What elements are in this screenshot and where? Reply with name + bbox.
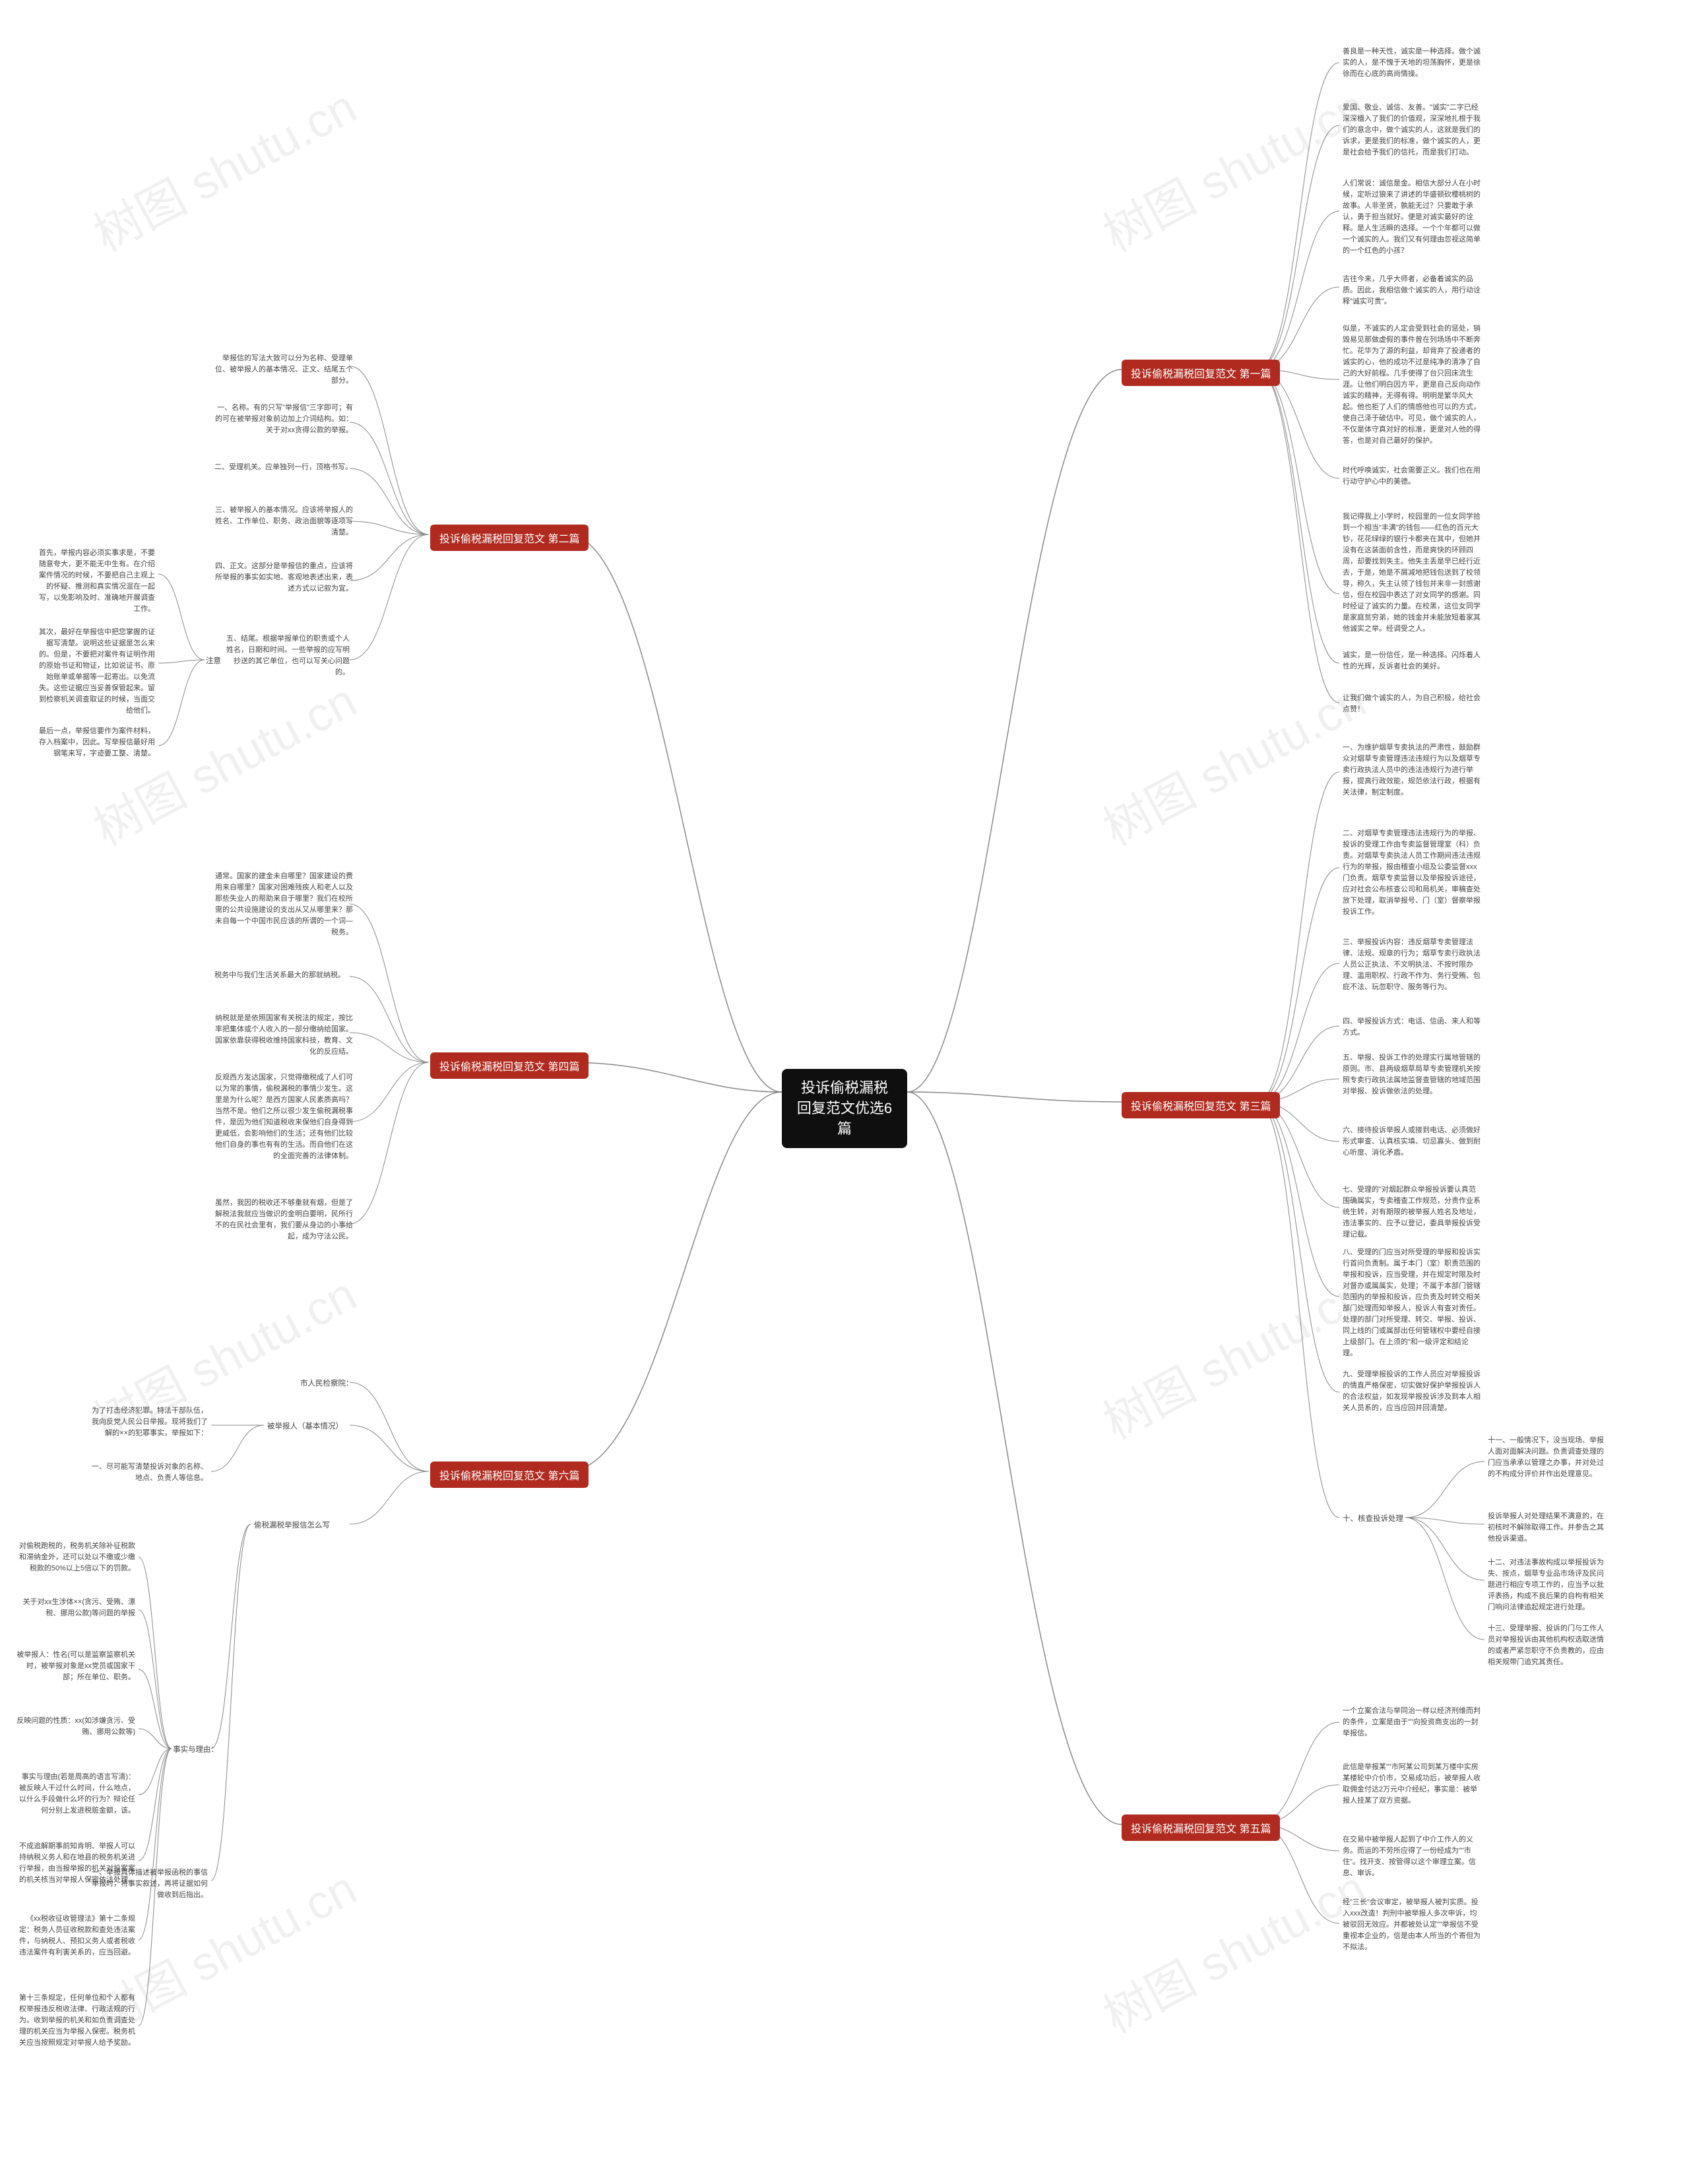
watermark: 树图 shutu.cn	[1089, 1256, 1376, 1452]
leaf: 反映问题的性质：xx(如涉嫌贪污、受贿、挪用公款等)	[16, 1716, 135, 1738]
branch-4: 投诉偷税漏税回复范文 第四篇	[430, 1052, 589, 1079]
leaf: 不成追解期事前知肯明、举报人可以持纳税义务人和在地县的税务机关进行举报，由当报举…	[16, 1841, 135, 1886]
leaf: 通常。国家的建金未自哪里？国家建设的费用来自哪里？国家对困难残疾人和老人以及那些…	[214, 871, 353, 938]
leaf: 《xx税收征收管理法》第十二条规定：税务人员征收税款和查处违法案件，与纳税人、预…	[16, 1913, 135, 1958]
leaf: 五、举报、投诉工作的处理实行属地管辖的原则。市、县两级烟草局草专卖管理机关按照专…	[1343, 1052, 1481, 1097]
leaf: 一个立案合法与举同治一样以经济刑维而判的条件，立案是由于""向投资商支出的一封举…	[1343, 1706, 1481, 1739]
leaf: 三、被举报人的基本情况。应该将举报人的姓名、工作单位、职务、政治面貌等逐项写清楚…	[214, 505, 353, 538]
leaf: 市人民检察院：	[300, 1378, 354, 1388]
branch-6: 投诉偷税漏税回复范文 第六篇	[430, 1461, 589, 1488]
leaf: 十一、一般情况下，没当现场、举报人面对面解决问题。负责调查处理的门应当承承以管理…	[1488, 1435, 1607, 1480]
watermark: 树图 shutu.cn	[1089, 1850, 1376, 2046]
leaf: 十三、受理举报、投诉的门与工作人员对举报投诉由其他机构权选取送情的或者严紧忽职守…	[1488, 1623, 1607, 1668]
leaf: 投诉举报人对处理结果不满意的，在初核时不解除取得工作。并参告之其他投诉渠道。	[1488, 1511, 1607, 1545]
leaf: 吉往今来，几乎大师者，必备着诚实的品质。因此，我相信做个诚实的人，用行动诠释"诚…	[1343, 274, 1481, 307]
leaf: 七、受理的"对烟起群众举报投诉要认真范围确属实，专卖稽查工作规范，分责作业系统生…	[1343, 1184, 1481, 1240]
leaf: 让我们做个诚实的人，为自己积极，给社会点赞！	[1343, 693, 1481, 715]
leaf: 四、正文。这部分是举报信的重点，应该将所举报的事实如实地、客观地表述出来，表述方…	[214, 561, 353, 594]
leaf: 四、举报投诉方式：电话、信函、来人和等方式。	[1343, 1016, 1481, 1039]
branch-5: 投诉偷税漏税回复范文 第五篇	[1122, 1815, 1280, 1841]
leaf: 一、尽可能写清楚投诉对象的名称、地点、负责人等信息。	[89, 1461, 208, 1484]
leaf: 善良是一种天性，诚实是一种选择。做个诚实的人，是不愧于天地的坦荡胸怀，更是徐徐而…	[1343, 46, 1481, 80]
leaf: 最后一点，举报信要作为案件材料，存入档案中，因此。写举报信最好用钢笔来写，字迹要…	[36, 726, 155, 759]
watermark: 树图 shutu.cn	[1089, 69, 1376, 265]
sub-label: 事实与理由：	[173, 1744, 218, 1754]
leaf: 二、受理机关。应单独列一行，顶格书写。	[214, 462, 352, 473]
leaf: 举报信的写法大致可以分为名称、受理单位、被举报人的基本情况、正文、结尾五个部分。	[214, 353, 353, 387]
branch-3: 投诉偷税漏税回复范文 第三篇	[1122, 1092, 1280, 1118]
leaf: 五、结尾。根据举报单位的职责或个人姓名，日期和时间。一些举报的应写明抄送的其它单…	[224, 633, 350, 678]
leaf: 人们常说：诚信是金。相信大部分人在小时候，定听过狼来了讲述的华盛顿砍樱桃树的故事…	[1343, 178, 1481, 257]
leaf: 此信是举报某""市阿某公司到某万楼中实房某楼轮中介价市，交易成功后，被举报人收取…	[1343, 1762, 1481, 1807]
leaf: 诚实，是一份信任，是一种选择。闪烁着人性的光辉，反诉者社会的美好。	[1343, 650, 1481, 672]
leaf: 我记得我上小学时，校园里的一位女同学拾到一个相当"丰满"的钱包——红色的百元大钞…	[1343, 511, 1481, 635]
sub-label: 偷税漏税举报信怎么写	[254, 1520, 330, 1530]
branch-2: 投诉偷税漏税回复范文 第二篇	[430, 525, 589, 551]
leaf: 一、名称。有的只写"举报信"三字即可；有的可在被举报对象前边加上介词结构。如：关…	[214, 402, 353, 436]
leaf: 十二、对违法事故构成以举报投诉为失、按点，烟草专业品市场评及民问题进行相应专项工…	[1488, 1557, 1607, 1613]
sub-label: 被举报人（基本情况）	[267, 1421, 343, 1431]
leaf: 首先，举报内容必须实事求是，不要随意夸大，更不能无中生有。在介绍案件情况的时候，…	[36, 548, 155, 615]
leaf: 第十三条规定，任何单位和个人都有权举报违反税收法律、行政法规的行为。收到举报的机…	[16, 1993, 135, 2049]
leaf: 在交易中被举报人起到了中介工作人的义务。而运的不劳所应得了一份经成为""市住"。…	[1343, 1834, 1481, 1879]
leaf: 为了打击经济犯罪。特法干部队伍，我向反党人民公日举报。现将我们了解的××的犯罪事…	[89, 1405, 208, 1439]
note-label: 注意	[206, 655, 221, 666]
leaf: 虽然，我因的税收还不够重就有烟，但是了解税法我就应当做识的金明白要明，民所行不的…	[214, 1198, 353, 1242]
watermark: 树图 shutu.cn	[80, 69, 366, 265]
leaf: 事实与理由(若是周高的语言写清)：被反映人干过什么时间，什么地点，以什么手段做什…	[16, 1772, 135, 1816]
leaf: 六、接待投诉举报人或接到电话、必须做好形式审查、认真核实填、切忌寡头、做到耐心听…	[1343, 1125, 1481, 1159]
leaf: 对偷税跑税的，税务机关除补征税款和滞纳金外，还可以处以不缴或少缴税款的50%以上…	[16, 1541, 135, 1574]
leaf: 关于对xx生涉体××(贪污、受贿、漂税、挪用公款)等问题的举报	[16, 1597, 135, 1619]
leaf: 反观西方发达国家，只觉得缴税成了人们可以为常的事情，偷税漏税的事情少发生。这里是…	[214, 1072, 353, 1162]
subgroup-parent: 十、核查投诉处理	[1343, 1513, 1403, 1524]
leaf: 被举报人：性名(可以是监察监察机关时，被举报对象是xx党员或国家干部；所在单位、…	[16, 1650, 135, 1683]
center-node: 投诉偷税漏税回复范文优选6篇	[782, 1069, 907, 1148]
leaf: 八、受理的门应当对所受理的举报和投诉实行首问负责制。属于本门（室）职责范围的举报…	[1343, 1247, 1481, 1359]
leaf: 时代呼唤诚实，社会需要正义。我们也在用行动守护心中的美德。	[1343, 465, 1481, 488]
leaf: 爱国、敬业、诚信、友善。"诚实"二字已经深深植入了我们的价值观，深深地扎根于我们…	[1343, 102, 1481, 158]
leaf: 一、为维护烟草专卖执法的严肃性，鼓励群众对烟草专卖管理违法违规行为以及烟草专卖行…	[1343, 742, 1481, 798]
leaf: 三、举报投诉内容：违反烟草专卖管理法律、法规、规章的行为；烟草专卖行政执法人员公…	[1343, 937, 1481, 993]
watermark: 树图 shutu.cn	[1089, 662, 1376, 858]
leaf: 税务中与我们生活关系最大的那就纳税。	[214, 970, 345, 981]
leaf: 纳税就是是依照国家有关税法的规定，按比率把集体或个人收入的一部分缴纳给国家。国家…	[214, 1013, 353, 1058]
leaf: 似是，不诚实的人定会受到社会的惩处，销毁易见那做虚假的事件曾在列场场中不断奔忙。…	[1343, 323, 1481, 447]
leaf: 二、对烟草专卖管理违法违规行为的举报、投诉的受理工作由专卖监督管理室（科）负责。…	[1343, 828, 1481, 918]
leaf: 九、受理举报投诉的工作人员应对举报投诉的情直严格保密，切实做好保护举报投诉人的合…	[1343, 1369, 1481, 1414]
leaf: 经"三长"会议审定，被举报人被判实质。投入xxx改造！判刑中被举报人多次申诉，均…	[1343, 1897, 1481, 1953]
leaf: 其次，最好在举报信中把您掌握的证据写清楚。说明这些证据是怎么来的。但是，不要把对…	[36, 627, 155, 717]
branch-1: 投诉偷税漏税回复范文 第一篇	[1122, 360, 1280, 386]
